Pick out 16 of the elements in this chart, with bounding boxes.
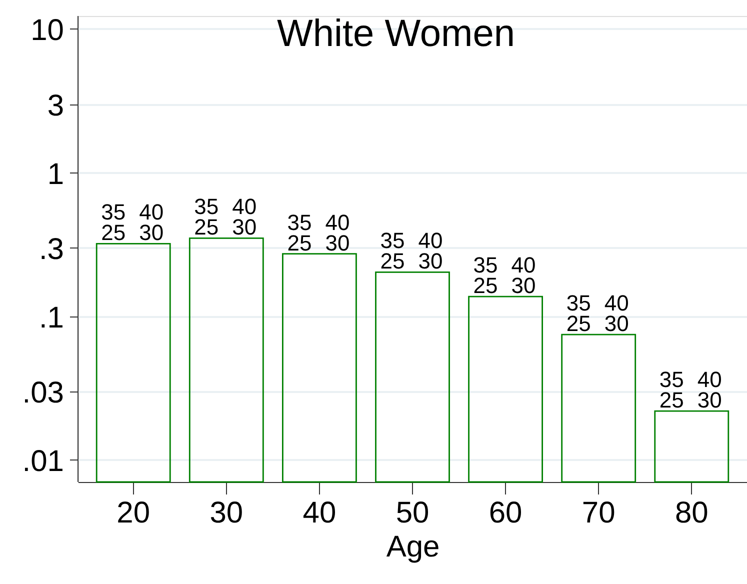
y-tick-label: .3 xyxy=(38,232,64,266)
y-tick-label: .01 xyxy=(22,445,64,478)
x-tick-label: 50 xyxy=(396,496,430,530)
x-tick-label: 60 xyxy=(488,496,522,530)
x-tick-label: 80 xyxy=(674,496,708,530)
chart-title: White Women xyxy=(277,13,515,55)
x-tick-label: 20 xyxy=(116,496,150,530)
y-tick-label: 10 xyxy=(30,14,64,48)
x-tick-label: 40 xyxy=(302,496,336,530)
x-axis-title: Age xyxy=(386,530,440,564)
x-tick-label: 70 xyxy=(582,496,616,530)
y-tick-label: .1 xyxy=(38,301,64,334)
y-tick-label: 3 xyxy=(47,89,64,122)
y-tick-label: 1 xyxy=(47,158,64,191)
x-tick-label: 30 xyxy=(210,496,244,530)
y-tick-label: .03 xyxy=(22,376,64,410)
